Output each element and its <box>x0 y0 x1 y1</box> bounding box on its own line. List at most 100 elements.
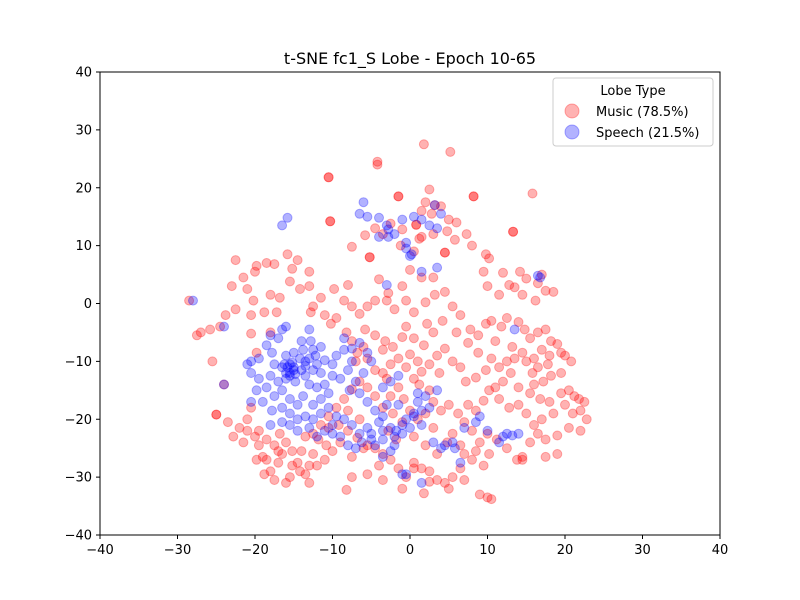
legend-label-speech: Speech (21.5%) <box>596 126 699 141</box>
data-point <box>370 330 381 341</box>
data-point <box>352 347 363 358</box>
data-point <box>459 417 470 428</box>
data-point <box>501 313 512 323</box>
data-point <box>556 347 567 358</box>
data-point <box>411 219 422 230</box>
data-point <box>385 218 396 229</box>
data-point <box>470 446 481 457</box>
data-point <box>461 229 472 240</box>
data-point <box>380 336 391 347</box>
data-point <box>560 350 570 361</box>
data-point <box>428 229 439 240</box>
data-point <box>267 405 277 416</box>
data-point <box>261 258 272 268</box>
data-point <box>300 370 311 381</box>
data-point <box>443 483 454 494</box>
data-point <box>295 284 305 294</box>
data-point <box>501 356 512 367</box>
data-point <box>319 379 330 390</box>
data-point <box>451 327 462 338</box>
data-point <box>319 310 330 321</box>
data-point <box>370 365 381 376</box>
data-point <box>381 373 392 384</box>
data-point <box>401 243 412 254</box>
data-point <box>312 382 322 393</box>
data-point <box>420 408 431 419</box>
data-point <box>377 402 388 413</box>
data-point <box>288 365 299 376</box>
data-point <box>420 391 431 402</box>
data-point <box>300 356 311 367</box>
data-point <box>405 422 415 433</box>
data-point <box>246 396 257 407</box>
data-point <box>282 212 293 223</box>
data-point <box>246 402 257 413</box>
data-point <box>377 451 388 462</box>
data-point <box>269 259 280 270</box>
data-point <box>563 422 574 433</box>
data-point <box>323 422 334 433</box>
data-point <box>246 310 257 321</box>
data-point <box>277 220 288 231</box>
data-point <box>374 231 384 242</box>
data-point <box>292 414 303 425</box>
data-point <box>449 443 460 454</box>
data-point <box>406 249 417 260</box>
data-point <box>284 276 295 287</box>
data-point <box>277 362 288 373</box>
data-point <box>416 366 427 377</box>
data-point <box>346 472 357 483</box>
data-point <box>575 425 586 436</box>
data-point <box>397 281 408 292</box>
data-point <box>540 451 551 462</box>
data-point <box>401 321 412 332</box>
data-point <box>401 469 412 480</box>
data-point <box>389 304 400 315</box>
data-point <box>389 440 400 451</box>
legend-label-music: Music (78.5%) <box>596 105 689 120</box>
data-point <box>370 295 381 306</box>
data-point <box>418 488 429 499</box>
data-point <box>447 301 458 312</box>
data-point <box>312 460 322 471</box>
data-point <box>300 411 311 422</box>
data-point <box>397 420 408 430</box>
data-point <box>310 350 321 361</box>
data-point <box>377 449 388 459</box>
data-point <box>473 330 484 341</box>
data-point <box>408 333 419 344</box>
data-point <box>429 289 440 300</box>
data-point <box>470 372 481 383</box>
data-point <box>498 267 508 278</box>
data-point <box>242 359 253 370</box>
data-point <box>529 420 539 430</box>
data-point <box>474 489 485 500</box>
data-point <box>397 224 408 235</box>
data-point <box>362 382 373 393</box>
data-point <box>362 347 373 358</box>
data-point <box>408 307 419 318</box>
data-point <box>569 391 580 402</box>
data-point <box>521 273 532 284</box>
data-point <box>362 422 373 433</box>
data-point <box>300 469 311 480</box>
data-point <box>411 219 422 230</box>
data-point <box>261 382 272 393</box>
data-point <box>540 285 551 296</box>
data-point <box>222 417 233 428</box>
data-point <box>428 422 439 433</box>
data-point <box>377 475 388 485</box>
data-point <box>248 295 259 306</box>
data-point <box>265 420 276 430</box>
data-point <box>290 376 301 387</box>
data-point <box>370 223 381 234</box>
data-point <box>300 361 311 371</box>
y-tick-label: 40 <box>75 66 92 81</box>
data-point <box>354 337 365 348</box>
data-point <box>370 440 381 451</box>
data-point <box>468 191 479 202</box>
data-point <box>325 216 336 227</box>
data-point <box>269 391 280 402</box>
data-point <box>574 394 584 404</box>
data-point <box>525 388 536 399</box>
